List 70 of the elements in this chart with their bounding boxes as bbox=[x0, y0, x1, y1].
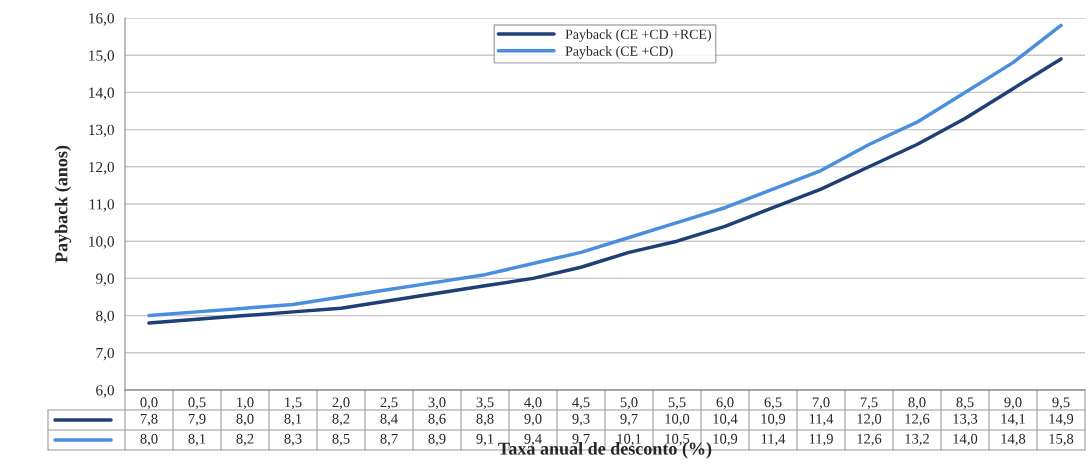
data-label: 8,8 bbox=[476, 413, 494, 426]
data-label: 11,9 bbox=[809, 433, 833, 446]
x-tick-label: 5,0 bbox=[620, 397, 638, 410]
x-tick-label: 0,5 bbox=[188, 397, 206, 410]
data-label: 10,4 bbox=[713, 413, 738, 426]
data-label: 8,1 bbox=[188, 433, 206, 446]
data-label: 9,7 bbox=[620, 413, 638, 426]
data-label: 9,3 bbox=[572, 413, 590, 426]
data-label: 11,4 bbox=[809, 413, 834, 426]
data-label: 8,7 bbox=[380, 433, 398, 446]
x-tick-label: 8,0 bbox=[908, 397, 926, 410]
data-label: 14,9 bbox=[1049, 413, 1074, 426]
legend-label: Payback (CE +CD +RCE) bbox=[565, 29, 711, 42]
y-tick-label: 12,0 bbox=[89, 161, 114, 175]
y-tick-label: 11,0 bbox=[89, 199, 114, 212]
data-label: 13,3 bbox=[953, 413, 978, 426]
y-tick-label: 6,0 bbox=[96, 385, 114, 398]
y-tick-label: 7,0 bbox=[96, 347, 114, 361]
x-tick-label: 6,0 bbox=[716, 397, 734, 410]
data-label: 12,0 bbox=[857, 413, 882, 426]
x-tick-label: 2,5 bbox=[380, 397, 398, 410]
data-label: 8,1 bbox=[284, 413, 302, 426]
x-tick-label: 5,5 bbox=[668, 397, 686, 410]
data-label: 8,0 bbox=[236, 413, 254, 426]
x-tick-label: 7,0 bbox=[812, 397, 830, 410]
data-label: 12,6 bbox=[857, 433, 882, 446]
x-tick-label: 8,5 bbox=[956, 397, 974, 410]
y-tick-label: 8,0 bbox=[96, 310, 114, 324]
x-tick-label: 3,0 bbox=[428, 397, 446, 410]
x-tick-label: 7,5 bbox=[860, 397, 878, 410]
x-tick-label: 0,0 bbox=[140, 397, 158, 410]
x-tick-label: 4,5 bbox=[572, 397, 590, 410]
y-tick-label: 13,0 bbox=[89, 124, 114, 138]
data-label: 9,1 bbox=[476, 433, 494, 446]
data-label: 7,8 bbox=[140, 413, 158, 426]
data-label: 8,9 bbox=[428, 433, 446, 446]
x-tick-label: 9,0 bbox=[1004, 397, 1022, 410]
y-tick-label: 15,0 bbox=[89, 50, 114, 63]
data-label: 10,9 bbox=[713, 433, 738, 446]
y-tick-label: 16,0 bbox=[89, 13, 114, 26]
y-tick-label: 10,0 bbox=[89, 236, 114, 249]
data-label: 14,1 bbox=[1001, 413, 1025, 426]
data-label: 8,0 bbox=[140, 433, 158, 446]
x-tick-label: 1,5 bbox=[285, 397, 302, 410]
data-label: 8,6 bbox=[428, 413, 446, 426]
legend-label: Payback (CE +CD) bbox=[565, 46, 673, 59]
x-tick-label: 1,0 bbox=[237, 397, 254, 410]
y-tick-label: 14,0 bbox=[89, 87, 114, 101]
data-label: 14,0 bbox=[953, 433, 978, 446]
data-label: 13,2 bbox=[905, 433, 929, 446]
x-tick-label: 6,5 bbox=[764, 397, 782, 410]
x-tick-label: 4,0 bbox=[524, 397, 542, 410]
data-label: 8,2 bbox=[332, 413, 350, 426]
x-tick-label: 2,0 bbox=[332, 397, 350, 410]
data-label: 8,5 bbox=[332, 433, 350, 446]
data-label: 10,0 bbox=[665, 413, 690, 426]
x-tick-label: 9,5 bbox=[1052, 397, 1070, 410]
y-tick-label: 9,0 bbox=[95, 273, 114, 287]
data-label: 10,9 bbox=[761, 413, 786, 426]
data-label: 9,0 bbox=[524, 413, 542, 426]
data-label: 8,2 bbox=[236, 433, 254, 446]
x-tick-label: 3,5 bbox=[476, 397, 494, 410]
data-label: 12,6 bbox=[905, 413, 930, 426]
data-label: 7,9 bbox=[188, 413, 206, 426]
data-label: 11,4 bbox=[761, 433, 786, 446]
data-label: 8,3 bbox=[284, 433, 302, 446]
y-axis-title: Payback (anos) bbox=[54, 145, 72, 263]
data-label: 15,8 bbox=[1049, 433, 1074, 446]
data-label: 8,4 bbox=[380, 413, 398, 426]
data-label: 14,8 bbox=[1001, 433, 1026, 446]
